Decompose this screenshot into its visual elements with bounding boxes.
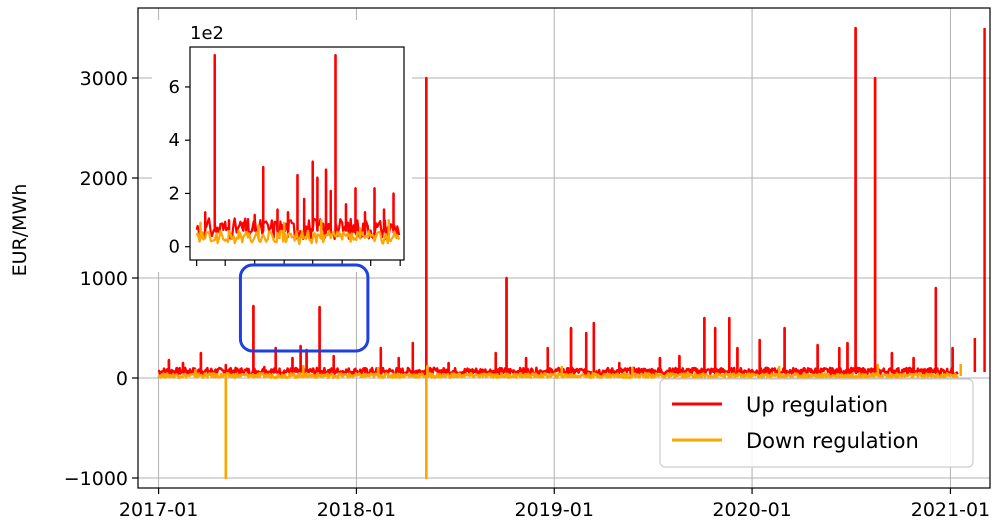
main-axis-frame (137, 7, 991, 489)
inset-y-tick-label: 0 (169, 237, 180, 258)
inset-series-line (195, 219, 401, 246)
y-tick-label: 0 (116, 368, 128, 390)
y-tick-label: 3000 (80, 68, 128, 90)
zoom-region-box (238, 263, 370, 353)
inset-y-tick-label: 2 (169, 183, 180, 204)
x-tick-label: 2020-01 (712, 499, 791, 521)
y-axis-label: EUR/MWh (9, 184, 31, 277)
y-tick-label: 1000 (80, 268, 128, 290)
y-tick-label: −1000 (64, 468, 128, 490)
inset-y-tick-label: 6 (169, 77, 180, 98)
main-plot-lines (157, 26, 986, 480)
inset-scale-label: 1e2 (190, 23, 224, 44)
legend-entry-label: Up regulation (746, 393, 888, 417)
y-tick-label: 2000 (80, 168, 128, 190)
legend: Up regulation Down regulation (659, 378, 974, 468)
inset-frame (189, 46, 405, 261)
highlight-box (238, 263, 370, 353)
x-tick-label: 2017-01 (119, 499, 198, 521)
inset-panel: 0 2 4 6 1e2 (152, 20, 412, 272)
inset-y-tick-label: 4 (169, 130, 180, 151)
plot-frame (137, 7, 991, 489)
x-tick-label: 2019-01 (515, 499, 594, 521)
legend-entry-label: Down regulation (746, 429, 919, 453)
series-line-down-regulation (157, 363, 959, 480)
main-y-ticks: −1000 0 1000 2000 3000 (64, 68, 138, 490)
x-tick-label: 2018-01 (317, 499, 396, 521)
x-tick-label: 2021-01 (911, 499, 990, 521)
main-x-ticks: 2017-01 2018-01 2019-01 2020-01 2021-01 (119, 488, 990, 521)
legend-box (659, 378, 974, 468)
